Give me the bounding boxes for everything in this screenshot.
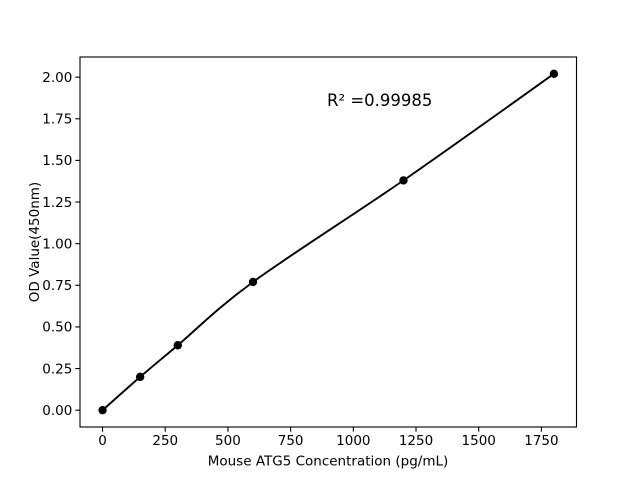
x-tick-label: 500 [215,433,241,449]
y-tick-label: 0.75 [42,278,72,294]
x-tick-label: 1250 [399,433,433,449]
y-tick-label: 0.50 [42,320,72,336]
y-tick-label: 1.00 [42,236,72,252]
x-tick-label: 1000 [336,433,370,449]
x-tick-label: 250 [152,433,178,449]
x-axis-label: Mouse ATG5 Concentration (pg/mL) [208,454,449,470]
x-axis-ticks: 0 250 500 750 1000 1250 1500 1750 [98,427,559,449]
y-axis-label: OD Value(450nm) [27,182,43,302]
r-squared-annotation: R² =0.99985 [327,91,432,110]
y-tick-label: 0.25 [42,361,72,377]
data-point-marker [98,405,107,415]
x-tick-label: 1500 [462,433,496,449]
data-point-marker [248,277,258,287]
y-tick-label: 1.50 [42,153,72,169]
x-tick-label: 0 [98,433,107,449]
series-markers [98,69,559,415]
plot-border [79,56,578,428]
plot-area [80,57,577,427]
x-tick-label: 1750 [524,433,558,449]
data-point-marker [135,372,145,382]
y-tick-label: 2.00 [42,70,72,86]
y-tick-label: 0.00 [42,403,72,419]
y-axis-ticks: 0.00 0.25 0.50 0.75 1.00 1.25 1.50 1.75 2.00 [42,70,80,419]
y-tick-label: 1.75 [42,112,72,128]
y-tick-label: 1.25 [42,195,72,211]
x-tick-label: 750 [278,433,304,449]
data-point-marker [399,176,408,185]
data-point-marker [549,69,559,79]
data-point-marker [173,341,182,350]
